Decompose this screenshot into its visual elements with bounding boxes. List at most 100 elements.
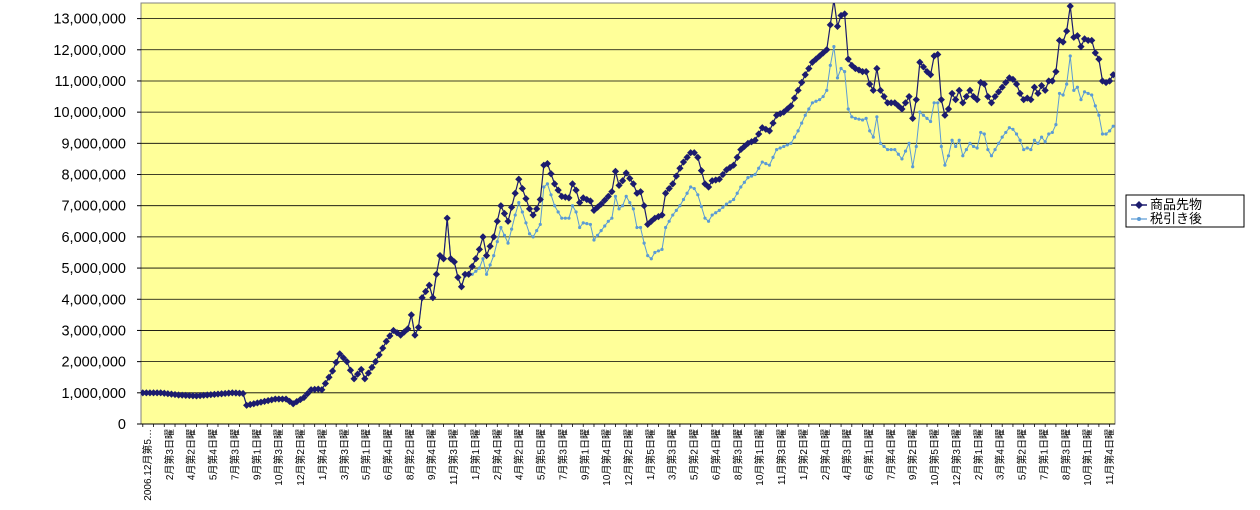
data-point [400,328,408,336]
data-point [817,98,822,102]
data-point [1030,83,1039,91]
data-point [203,391,211,399]
data-point [450,258,458,266]
x-tick-label: 8月第3日曜 [731,429,744,480]
data-point [943,163,947,167]
data-point [814,99,818,103]
data-point [955,86,963,94]
data-point [300,393,308,402]
data-point [998,83,1006,91]
data-point [581,221,585,225]
data-point [1036,141,1040,145]
data-point [371,358,380,366]
data-point [382,337,390,345]
data-point [1029,147,1033,152]
data-point [669,180,677,188]
data-point [239,389,247,398]
data-point [1054,123,1058,127]
data-point [868,129,872,133]
data-point [508,203,516,211]
y-tick-label: 1,000,000 [61,386,126,402]
data-point [782,144,786,149]
data-point [656,249,661,253]
data-point [570,204,575,208]
data-point [1012,80,1021,88]
data-point [1075,85,1080,89]
x-tick-label: 3月第4日曜 [994,429,1007,480]
data-point [658,211,666,219]
data-point [689,185,693,189]
data-point [1022,147,1026,152]
data-point [760,160,764,164]
data-point [1020,96,1028,104]
data-point [595,233,600,237]
data-point [492,254,496,258]
data-point [962,92,970,101]
data-point [1032,138,1037,142]
data-point [841,10,849,18]
data-point [681,197,686,202]
data-point [749,174,754,178]
data-point [196,392,204,400]
data-point [443,214,451,222]
data-point [775,147,779,152]
y-tick-label: 7,000,000 [61,199,126,215]
data-point [672,172,680,180]
x-tick-label: 9月第1日曜 [578,429,591,480]
data-point [531,235,535,239]
data-point [1018,138,1022,142]
data-point [214,390,222,398]
data-point [850,115,854,119]
x-tick-label: 12月第2日曜 [622,429,635,486]
x-tick-label: 4月第3日曜 [841,429,854,480]
data-point [928,119,933,124]
data-point [699,204,704,209]
x-tick-label: 10月第4日曜 [600,429,613,486]
data-point [690,149,698,157]
x-tick-label: 5月第4日曜 [207,429,220,480]
data-point [1065,82,1069,86]
data-point [601,196,609,204]
data-point [474,269,478,273]
data-point [1000,135,1004,139]
x-tick-label: 6月第1日曜 [863,429,876,480]
data-point [701,180,709,188]
data-point [679,158,688,166]
data-point [629,180,637,188]
legend-label-0: 商品先物 [1150,197,1202,212]
x-tick-label: 2月第4日曜 [491,429,504,480]
data-point [846,107,850,111]
data-point [354,370,362,378]
data-point [1039,135,1044,139]
data-point [1052,68,1060,76]
data-point [1027,96,1035,104]
data-point [993,147,997,152]
data-point [755,130,763,138]
x-tick-label: 6月第4日曜 [709,429,722,480]
data-point [418,294,426,302]
data-point [549,193,553,197]
data-point [936,101,940,105]
data-point [710,213,714,217]
data-point [545,182,550,186]
data-point [622,169,630,177]
x-tick-label: 10月第3日曜 [272,429,285,486]
data-point [604,192,612,200]
data-point [439,255,448,263]
x-tick-label: 9月第4日曜 [425,429,438,480]
data-point [918,110,922,114]
data-point [606,219,610,223]
data-point [878,141,883,145]
legend-box [1125,194,1245,228]
data-point [835,76,840,80]
data-point [592,238,596,242]
data-point [257,398,265,406]
data-point [518,184,526,193]
x-tick-label: 1月第4日曜 [316,429,329,480]
data-point [565,194,573,202]
x-tick-label: 12月第2日曜 [294,429,307,486]
data-point [844,55,852,63]
data-point [1111,124,1115,128]
data-point [826,21,834,29]
data-point [1100,132,1105,136]
